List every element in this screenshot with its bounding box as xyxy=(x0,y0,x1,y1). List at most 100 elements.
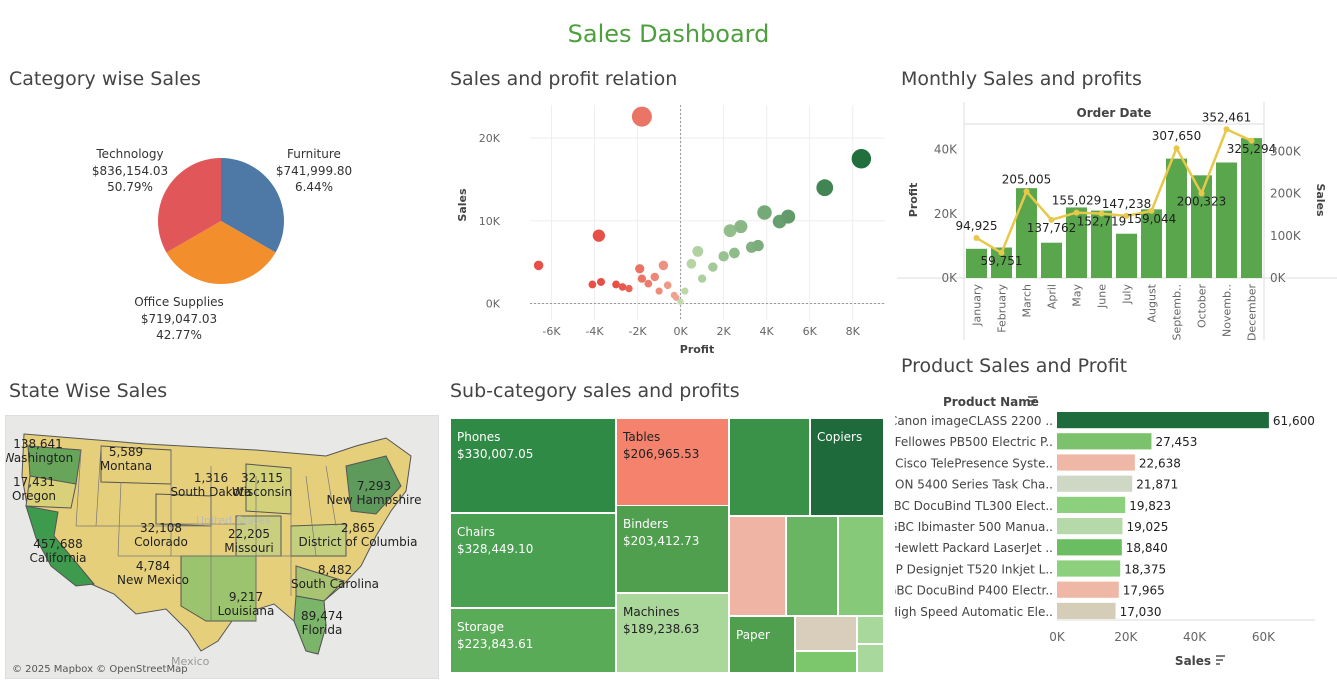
treemap-tile[interactable] xyxy=(857,644,884,673)
scatter-point[interactable] xyxy=(729,247,740,259)
product-name-label[interactable]: GBC Ibimaster 500 Manua.. xyxy=(895,520,1053,534)
scatter-point[interactable] xyxy=(635,264,645,274)
profit-bar[interactable] xyxy=(1191,175,1212,278)
treemap-tile[interactable]: Storage $223,843.61 xyxy=(450,608,616,673)
profit-bar[interactable] xyxy=(1241,138,1262,278)
scatter-point[interactable] xyxy=(597,277,605,286)
sales-line[interactable] xyxy=(975,127,1253,255)
profit-bar[interactable] xyxy=(991,247,1012,278)
profit-bar[interactable] xyxy=(1116,233,1137,278)
scatter-point[interactable] xyxy=(655,287,663,295)
product-bar[interactable] xyxy=(1057,518,1123,535)
product-name-label[interactable]: Cisco TelePresence Syste.. xyxy=(895,456,1053,470)
scatter-point[interactable] xyxy=(637,274,647,283)
profit-bar[interactable] xyxy=(1041,242,1062,278)
sales-profit-scatter[interactable]: -6K -4K -2K 0K 2K 4K 6K 8K 0K 10K 20K Profit Sales xyxy=(450,95,895,365)
product-bar[interactable] xyxy=(1057,412,1269,429)
profit-bar[interactable] xyxy=(1216,162,1237,279)
sales-point[interactable] xyxy=(1023,188,1030,195)
treemap-tile[interactable]: Copiers xyxy=(810,418,884,516)
monthly-combo-chart[interactable]: Order Date 94,925 59,751 205,005 137,762 155… xyxy=(897,100,1337,340)
sales-point[interactable] xyxy=(1123,212,1130,219)
scatter-point[interactable] xyxy=(708,262,718,272)
treemap-tile[interactable]: Machines $189,238.63 xyxy=(616,593,729,673)
product-name-label[interactable]: Fellowes PB500 Electric P.. xyxy=(895,435,1053,449)
scatter-point[interactable] xyxy=(625,284,633,293)
product-name-label[interactable]: HON 5400 Series Task Cha.. xyxy=(895,478,1053,492)
scatter-point[interactable] xyxy=(781,209,796,224)
profit-bar[interactable] xyxy=(1141,209,1162,278)
sales-point[interactable] xyxy=(1148,207,1155,214)
sort-icon[interactable] xyxy=(1216,655,1225,665)
product-bar[interactable] xyxy=(1057,581,1119,598)
treemap-tile[interactable]: Phones $330,007.05 xyxy=(450,418,616,513)
scatter-point[interactable] xyxy=(663,281,672,290)
scatter-point[interactable] xyxy=(673,294,680,301)
scatter-point[interactable] xyxy=(686,258,697,269)
treemap-tile[interactable]: Chairs $328,449.10 xyxy=(450,513,616,608)
sales-point[interactable] xyxy=(973,234,980,241)
scatter-point[interactable] xyxy=(650,272,660,282)
scatter-point[interactable] xyxy=(677,298,684,305)
product-bar[interactable] xyxy=(1057,560,1121,577)
state-sales-map[interactable]: United States Mexico 138,641 Washington 5,… xyxy=(5,415,439,679)
treemap-tile[interactable] xyxy=(838,516,884,616)
sales-point[interactable] xyxy=(1223,126,1230,133)
treemap-tile[interactable] xyxy=(857,616,884,644)
scatter-point[interactable] xyxy=(533,260,544,271)
product-bar[interactable] xyxy=(1057,539,1122,556)
sales-point[interactable] xyxy=(1048,216,1055,223)
treemap-tile[interactable] xyxy=(795,616,857,651)
product-bar[interactable] xyxy=(1057,433,1152,450)
treemap-tile[interactable]: Paper xyxy=(729,616,795,673)
product-name-label[interactable]: Hewlett Packard LaserJet .. xyxy=(895,541,1053,555)
scatter-point[interactable] xyxy=(734,219,748,234)
scatter-point[interactable] xyxy=(618,283,627,291)
profit-bar[interactable] xyxy=(1016,188,1037,278)
treemap-tile[interactable] xyxy=(729,516,786,616)
scatter-point[interactable] xyxy=(681,287,689,295)
scatter-point[interactable] xyxy=(697,274,707,283)
treemap-tile[interactable] xyxy=(786,516,838,616)
product-name-label[interactable]: Canon imageCLASS 2200 .. xyxy=(895,414,1053,428)
profit-bar[interactable] xyxy=(1166,158,1187,278)
product-name-label[interactable]: GBC DocuBind TL300 Elect.. xyxy=(895,499,1053,513)
scatter-point[interactable] xyxy=(757,205,772,220)
treemap-tile[interactable] xyxy=(795,651,857,673)
sales-point[interactable] xyxy=(1073,209,1080,216)
scatter-point[interactable] xyxy=(588,280,597,289)
scatter-point[interactable] xyxy=(692,245,704,257)
profit-bar[interactable] xyxy=(1066,207,1087,278)
product-sales-bar-chart[interactable]: Product Name 61,600 Canon imageCLASS 2200… xyxy=(895,388,1337,673)
product-bar[interactable] xyxy=(1057,496,1126,513)
pie-slice[interactable] xyxy=(157,158,221,253)
product-bar[interactable] xyxy=(1057,475,1133,492)
subcategory-treemap[interactable]: Phones $330,007.05 Tables $206,965.53 Co… xyxy=(450,418,884,673)
product-bar[interactable] xyxy=(1057,454,1135,471)
scatter-point[interactable] xyxy=(752,239,764,252)
scatter-point[interactable] xyxy=(631,106,652,127)
sales-point[interactable] xyxy=(1173,145,1180,152)
product-name-label[interactable]: HP Designjet T520 Inkjet L.. xyxy=(895,562,1053,576)
product-bar[interactable] xyxy=(1057,602,1116,619)
profit-bar[interactable] xyxy=(966,248,987,278)
sales-point[interactable] xyxy=(998,249,1005,256)
scatter-point[interactable] xyxy=(718,251,729,262)
sales-point[interactable] xyxy=(1248,137,1255,144)
sort-icon[interactable] xyxy=(1028,396,1037,406)
sales-point[interactable] xyxy=(1198,190,1205,197)
scatter-point[interactable] xyxy=(851,149,872,169)
scatter-point[interactable] xyxy=(658,260,669,271)
category-pie-chart[interactable]: Technology $836,154.03 50.79% Furniture … xyxy=(0,95,440,355)
scatter-point[interactable] xyxy=(592,229,606,242)
scatter-point[interactable] xyxy=(612,280,620,289)
pie-slice[interactable] xyxy=(221,158,285,253)
product-name-label[interactable]: GBC DocuBind P400 Electr.. xyxy=(895,584,1053,598)
treemap-tile[interactable] xyxy=(729,418,810,516)
treemap-tile[interactable]: Tables $206,965.53 xyxy=(616,418,729,513)
profit-bar[interactable] xyxy=(1091,210,1112,278)
scatter-point[interactable] xyxy=(723,224,737,238)
scatter-point[interactable] xyxy=(644,279,653,288)
treemap-tile[interactable]: Binders $203,412.73 xyxy=(616,505,729,593)
scatter-point[interactable] xyxy=(816,179,834,197)
